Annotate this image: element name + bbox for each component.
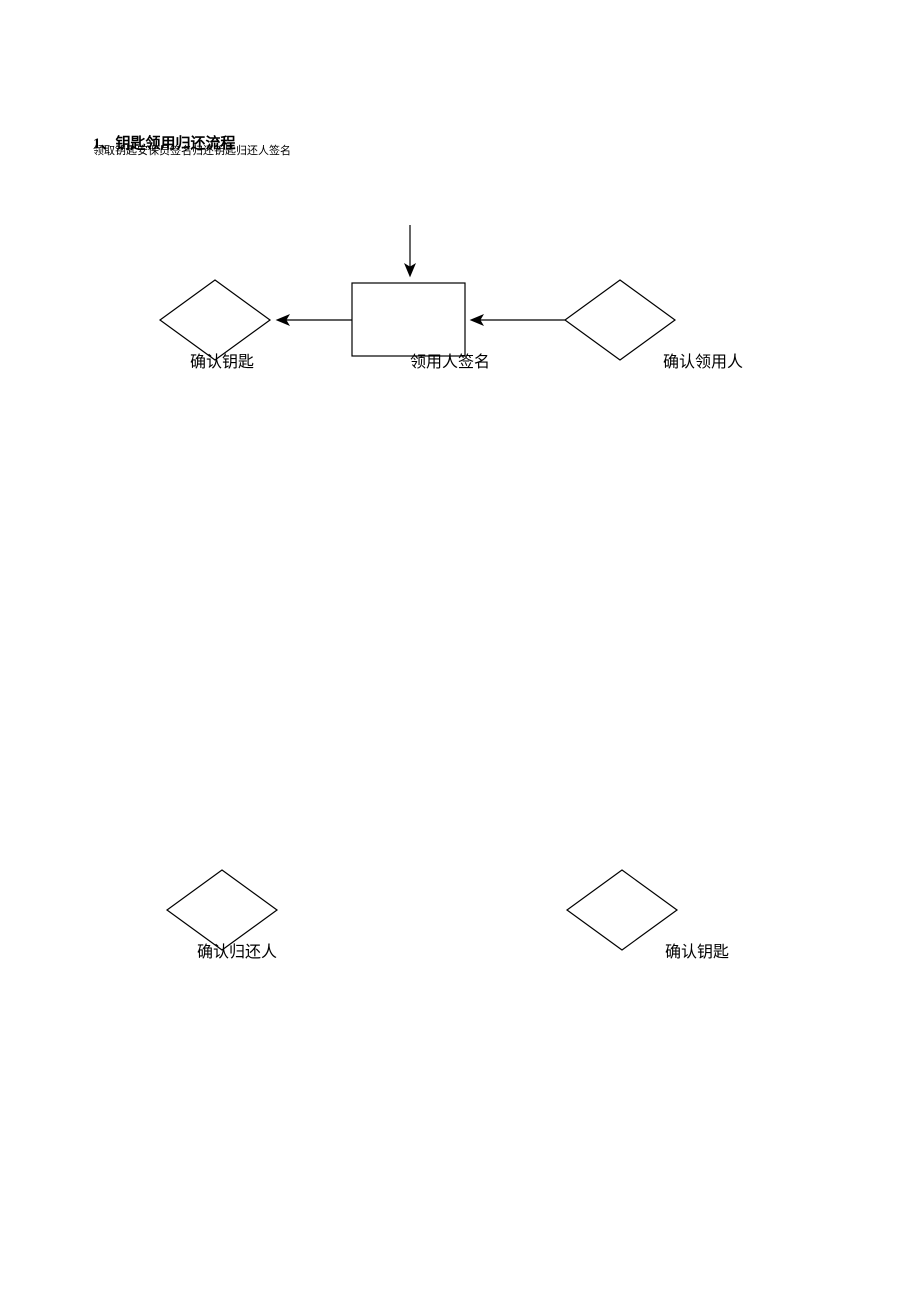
label-d2: 确认领用人 xyxy=(663,348,743,372)
node-d2 xyxy=(565,280,675,360)
label-d1: 确认钥匙 xyxy=(190,348,254,372)
node-d4 xyxy=(567,870,677,950)
label-d3: 确认归还人 xyxy=(197,938,277,962)
flowchart-canvas xyxy=(0,0,920,1301)
label-r1: 领用人签名 xyxy=(410,348,490,372)
node-r1 xyxy=(352,283,465,356)
label-d4: 确认钥匙 xyxy=(665,938,729,962)
